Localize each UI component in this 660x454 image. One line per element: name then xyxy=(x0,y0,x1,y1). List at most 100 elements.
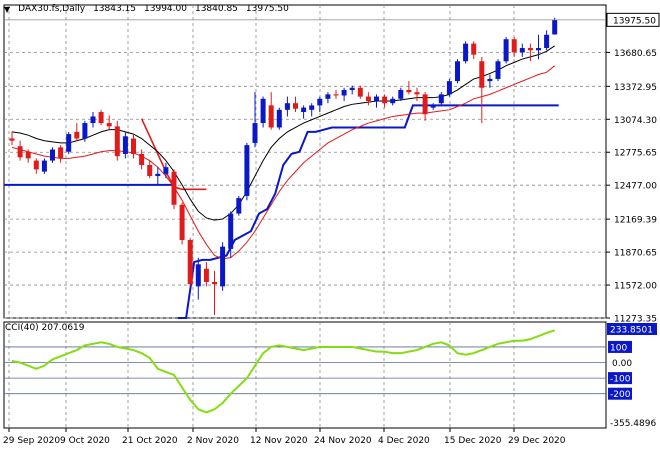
candle-body xyxy=(422,94,428,115)
moving-average-red xyxy=(11,65,556,260)
last-price-tag xyxy=(606,12,660,27)
candle-body xyxy=(390,98,396,104)
candle-body xyxy=(552,19,558,35)
candle-body xyxy=(527,48,533,51)
candle-body xyxy=(365,96,371,101)
candle-body xyxy=(463,43,469,62)
candle-body xyxy=(301,107,307,113)
candle-body xyxy=(139,153,145,165)
cci-indicator-label: CCI(40) 207.0619 xyxy=(5,323,85,333)
price-tick-label: 11572.00 xyxy=(614,282,657,292)
candle-body xyxy=(147,164,153,177)
candle-body xyxy=(382,96,388,104)
candle-body xyxy=(82,123,88,139)
cci-pane-frame xyxy=(3,321,607,429)
ohlc-open: 13843.15 xyxy=(93,4,137,14)
cci-line xyxy=(11,329,556,414)
cci-level-tag-text: -100 xyxy=(610,375,631,385)
candle-body xyxy=(187,240,193,285)
candle-body xyxy=(293,103,298,109)
candle-body xyxy=(536,48,541,51)
candle-body xyxy=(171,171,177,205)
price-tick-label: 13680.65 xyxy=(614,49,657,59)
candle-body xyxy=(122,136,128,154)
candle-body xyxy=(260,98,266,124)
last-price-tag-text: 13975.50 xyxy=(613,16,656,26)
candle-body xyxy=(195,264,201,287)
grid-layer xyxy=(3,4,607,429)
candle-body xyxy=(114,126,120,157)
candle-body xyxy=(309,105,315,110)
candle-body xyxy=(487,78,493,82)
candle-body xyxy=(236,198,242,214)
candle-body xyxy=(519,48,525,53)
candle-body xyxy=(66,134,72,152)
time-tick-label: 29 Dec 2020 xyxy=(508,436,566,446)
candle-body xyxy=(276,109,282,128)
candle-body xyxy=(90,116,96,124)
price-tick-label: 13074.30 xyxy=(614,116,657,126)
cci-level-tag xyxy=(608,387,632,400)
candle-body xyxy=(511,39,517,53)
time-tick-label: 15 Dec 2020 xyxy=(444,436,502,446)
candle-body xyxy=(50,149,55,161)
ohlc-high: 13994.00 xyxy=(144,4,187,14)
time-tick-label: 21 Oct 2020 xyxy=(122,436,178,446)
candle-body xyxy=(228,213,234,249)
candle-body xyxy=(17,146,23,158)
time-tick-label: 24 Nov 2020 xyxy=(314,436,372,446)
candle-body xyxy=(74,131,80,139)
candle-body xyxy=(414,92,420,95)
candle-body xyxy=(341,89,347,96)
candle-body xyxy=(446,81,452,95)
candle-body xyxy=(98,112,104,124)
candle-body xyxy=(317,98,323,106)
collapse-arrow-icon[interactable]: ▼ xyxy=(4,4,11,14)
cci-level-tag-text: 100 xyxy=(610,343,627,353)
price-tick-label: 13372.95 xyxy=(614,83,657,93)
cci-level-tag xyxy=(608,340,632,353)
candle-body xyxy=(471,43,477,55)
cci-layer xyxy=(4,329,606,414)
candle-body xyxy=(284,103,290,110)
price-tick-label: 12775.65 xyxy=(614,149,657,159)
candle-body xyxy=(406,89,412,93)
cci-level-tag xyxy=(608,372,632,385)
candle-body xyxy=(398,89,404,99)
price-tick-label: 11870.65 xyxy=(614,249,657,259)
candle-body xyxy=(155,173,161,177)
time-tick-label: 9 Oct 2020 xyxy=(60,436,110,446)
candle-body xyxy=(455,61,460,82)
candle-body xyxy=(163,167,169,174)
candle-body xyxy=(333,94,339,96)
candle-body xyxy=(212,281,217,285)
candle-body xyxy=(58,147,64,159)
candle-body xyxy=(203,268,209,282)
axis-layer: 13680.65 13372.95 13074.30 12775.65 12477.00… xyxy=(3,12,660,446)
candle-body xyxy=(131,138,136,154)
symbol-label: DAX30.fs,Daily xyxy=(18,4,86,14)
candle-body xyxy=(349,87,355,90)
candle-body xyxy=(244,145,250,196)
cci-current-tag xyxy=(607,323,657,335)
candle-body xyxy=(430,105,436,108)
candle-body xyxy=(374,96,379,101)
time-tick-label: 12 Nov 2020 xyxy=(250,436,308,446)
candle-body xyxy=(479,61,485,88)
time-tick-label: 2 Nov 2020 xyxy=(187,436,239,446)
candle-body xyxy=(179,204,185,241)
candle-body xyxy=(220,246,226,287)
support-line xyxy=(178,104,559,320)
candle-body xyxy=(9,138,15,141)
moving-average-black xyxy=(11,45,555,221)
price-layer xyxy=(4,17,606,320)
chart-header: ▼ DAX30.fs,Daily 13843.15 13994.00 13840… xyxy=(4,1,289,17)
price-tick-label: 12169.39 xyxy=(614,216,657,226)
candle-body xyxy=(25,151,31,159)
candle-body xyxy=(544,34,550,49)
price-tick-label: 11273.35 xyxy=(614,315,657,325)
candle-body xyxy=(438,94,444,104)
